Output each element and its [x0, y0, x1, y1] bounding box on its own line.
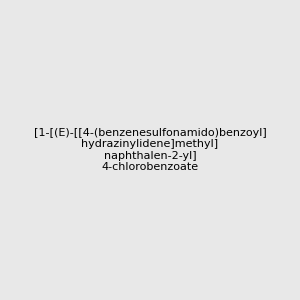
Text: [1-[(E)-[[4-(benzenesulfonamido)benzoyl]
hydrazinylidene]methyl]
naphthalen-2-yl: [1-[(E)-[[4-(benzenesulfonamido)benzoyl]… [34, 128, 266, 172]
